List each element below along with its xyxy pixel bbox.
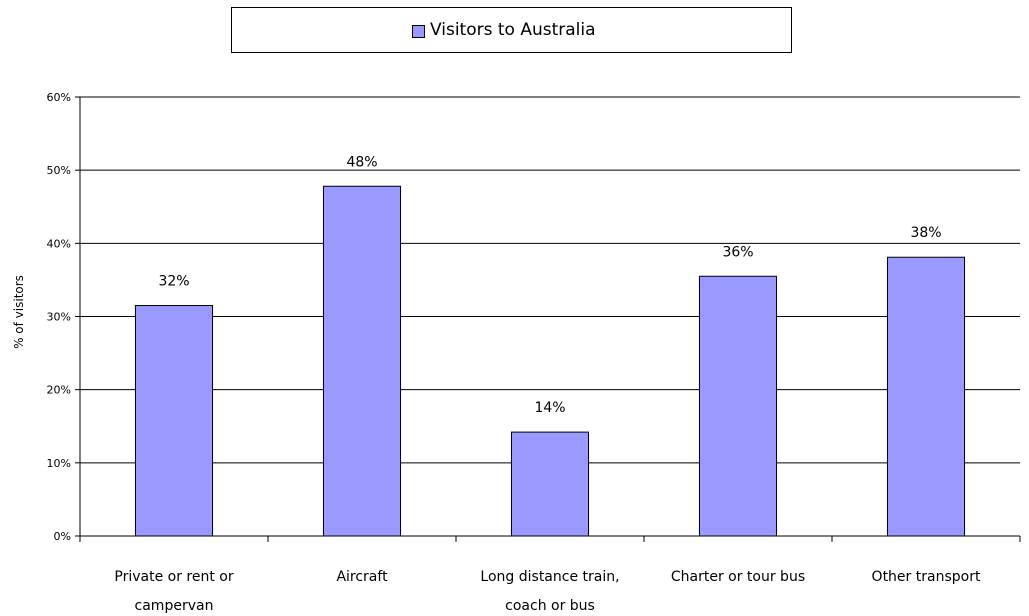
data-labels: 32% 48% 14% 36% 38% <box>158 154 941 416</box>
y-tick-label: 50% <box>47 164 71 177</box>
bars <box>134 185 966 537</box>
y-tick-label: 30% <box>47 311 71 324</box>
x-tick-label: Charter or tour bus <box>671 569 805 585</box>
data-label: 36% <box>722 244 753 260</box>
data-label: 14% <box>534 400 565 416</box>
bar <box>886 256 966 537</box>
x-tick-label: Aircraft <box>336 569 388 585</box>
x-axis: Private or rent or campervan Aircraft Long … <box>79 97 1021 614</box>
legend-label: Visitors to Australia <box>430 20 596 40</box>
y-tick-label: 20% <box>47 384 71 397</box>
legend: Visitors to Australia <box>231 7 792 53</box>
y-axis-ticks: 0% 10% 20% 30% 40% 50% 60% <box>47 91 80 543</box>
bar <box>322 185 402 537</box>
data-label: 32% <box>158 274 189 290</box>
x-tick-label: Private or rent or <box>114 569 233 585</box>
x-tick-label: Long distance train, <box>480 569 619 585</box>
bar <box>510 431 590 537</box>
y-tick-label: 60% <box>47 91 71 104</box>
x-tick-label: Other transport <box>872 569 981 585</box>
bar <box>134 305 214 537</box>
y-tick-label: 10% <box>47 457 71 470</box>
y-tick-label: 0% <box>54 530 71 543</box>
x-tick-label: campervan <box>135 598 214 614</box>
legend-swatch <box>412 25 425 38</box>
bar <box>698 275 778 537</box>
data-label: 48% <box>346 154 377 170</box>
y-tick-label: 40% <box>47 237 71 250</box>
data-label: 38% <box>910 225 941 241</box>
gridlines <box>80 96 1020 464</box>
x-tick-label: coach or bus <box>505 598 595 614</box>
